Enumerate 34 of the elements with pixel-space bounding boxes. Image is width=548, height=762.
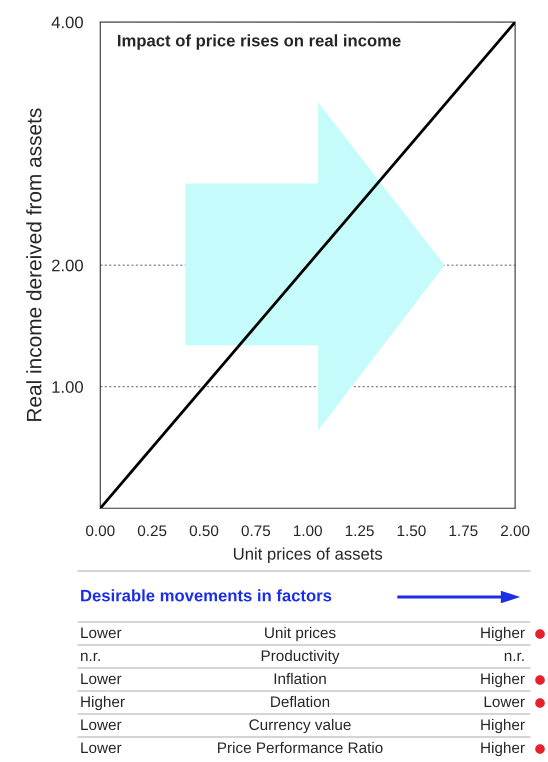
text: Lower: [81, 742, 122, 754]
x-tick-label: 1.50: [398, 525, 426, 536]
text: n.r.: [504, 652, 524, 661]
text: Lower: [484, 696, 525, 708]
text: Higher: [81, 696, 125, 710]
text: Desirable movements in factors: [81, 589, 332, 602]
text: Impact of price rises on real income: [118, 34, 401, 50]
text: Productivity: [262, 650, 340, 664]
y-tick-label: 1.00: [52, 381, 83, 393]
y-axis-title: Real income dereived from assets: [26, 108, 42, 421]
text: Lower: [81, 719, 122, 730]
x-tick-label: 0.25: [138, 525, 166, 536]
text: Higher: [481, 672, 525, 688]
text: Inflation: [274, 672, 326, 684]
x-tick-label: 0.00: [86, 525, 115, 536]
text: Lower: [81, 627, 122, 638]
x-tick-label: 0.50: [190, 525, 218, 536]
y-tick-label: 2.00: [52, 260, 83, 272]
text: Unit prices: [265, 626, 336, 642]
text: Higher: [481, 742, 525, 756]
x-tick-label: 1.75: [450, 525, 478, 536]
x-tick-label: 0.75: [242, 525, 270, 536]
text: Price Performance Ratio: [218, 742, 383, 754]
x-tick-label: 2.00: [501, 525, 530, 536]
text: Lower: [81, 673, 122, 684]
y-tick-label: 4.00: [52, 16, 83, 28]
text: Higher: [481, 626, 525, 642]
text: Higher: [481, 718, 525, 734]
x-tick-label: 1.25: [346, 525, 374, 536]
text: Currency value: [249, 718, 351, 734]
x-tick-label: 1.00: [294, 525, 322, 536]
x-axis-title: Unit prices of assets: [234, 547, 382, 564]
text: Deflation: [271, 696, 330, 708]
text: n.r.: [81, 652, 100, 661]
